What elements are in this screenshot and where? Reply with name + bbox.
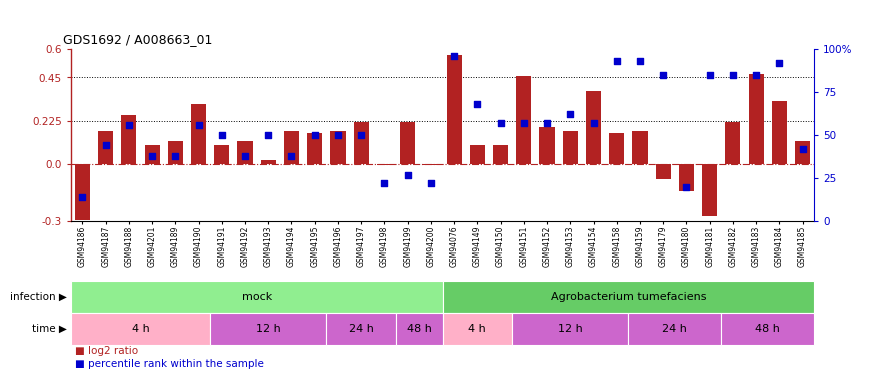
Bar — [493, 145, 508, 164]
Bar — [354, 122, 369, 164]
Text: ■ log2 ratio: ■ log2 ratio — [75, 346, 138, 356]
Bar — [563, 131, 578, 164]
Bar — [656, 164, 671, 179]
Text: infection ▶: infection ▶ — [10, 292, 66, 302]
Bar — [168, 141, 183, 164]
Text: 24 h: 24 h — [349, 324, 373, 334]
Point — [703, 72, 717, 78]
Point — [122, 122, 136, 128]
Text: 4 h: 4 h — [132, 324, 150, 334]
Point — [749, 72, 763, 78]
Bar — [540, 128, 555, 164]
Point — [308, 132, 322, 138]
Point — [215, 132, 229, 138]
Bar — [327, 313, 396, 345]
Point — [773, 60, 787, 66]
Text: 48 h: 48 h — [407, 324, 432, 334]
Bar — [330, 131, 345, 164]
Point — [284, 153, 298, 159]
Point — [238, 153, 252, 159]
Bar — [396, 313, 442, 345]
Text: 12 h: 12 h — [558, 324, 582, 334]
Bar — [284, 131, 299, 164]
Bar — [442, 281, 814, 313]
Text: Agrobacterium tumefaciens: Agrobacterium tumefaciens — [550, 292, 706, 302]
Point — [331, 132, 345, 138]
Bar — [237, 141, 252, 164]
Bar — [377, 164, 392, 165]
Bar — [609, 133, 624, 164]
Point — [656, 72, 670, 78]
Text: GDS1692 / A008663_01: GDS1692 / A008663_01 — [64, 33, 212, 46]
Bar — [71, 281, 442, 313]
Text: 24 h: 24 h — [662, 324, 688, 334]
Point — [191, 122, 205, 128]
Point — [424, 180, 438, 186]
Point — [98, 142, 112, 148]
Bar — [121, 115, 136, 164]
Point — [680, 184, 694, 190]
Bar — [721, 313, 814, 345]
Bar — [628, 313, 721, 345]
Bar — [442, 313, 512, 345]
Point — [726, 72, 740, 78]
Bar — [261, 160, 276, 164]
Bar — [586, 91, 601, 164]
Point — [75, 194, 89, 200]
Text: 48 h: 48 h — [755, 324, 781, 334]
Bar — [144, 145, 159, 164]
Bar — [749, 74, 764, 164]
Bar — [71, 313, 211, 345]
Bar — [98, 131, 113, 164]
Bar — [726, 122, 741, 164]
Text: 12 h: 12 h — [256, 324, 281, 334]
Point — [401, 172, 415, 178]
Point — [563, 111, 577, 117]
Point — [633, 58, 647, 64]
Bar — [772, 100, 787, 164]
Bar — [447, 54, 462, 164]
Bar — [679, 164, 694, 190]
Bar — [516, 76, 531, 164]
Bar — [400, 122, 415, 164]
Point — [494, 120, 508, 126]
Point — [354, 132, 368, 138]
Point — [796, 146, 810, 152]
Text: 4 h: 4 h — [468, 324, 486, 334]
Point — [517, 120, 531, 126]
Text: mock: mock — [242, 292, 272, 302]
Point — [587, 120, 601, 126]
Point — [470, 101, 484, 107]
Point — [540, 120, 554, 126]
Bar — [307, 133, 322, 164]
Bar — [423, 164, 438, 165]
Point — [168, 153, 182, 159]
Bar — [795, 141, 810, 164]
Bar — [702, 164, 717, 216]
Point — [145, 153, 159, 159]
Bar — [75, 164, 90, 220]
Point — [610, 58, 624, 64]
Point — [377, 180, 391, 186]
Text: time ▶: time ▶ — [32, 324, 66, 334]
Point — [447, 53, 461, 58]
Bar — [214, 145, 229, 164]
Bar — [512, 313, 628, 345]
Bar — [211, 313, 327, 345]
Bar — [633, 131, 648, 164]
Point — [261, 132, 275, 138]
Text: ■ percentile rank within the sample: ■ percentile rank within the sample — [75, 359, 264, 369]
Bar — [191, 104, 206, 164]
Bar — [470, 145, 485, 164]
